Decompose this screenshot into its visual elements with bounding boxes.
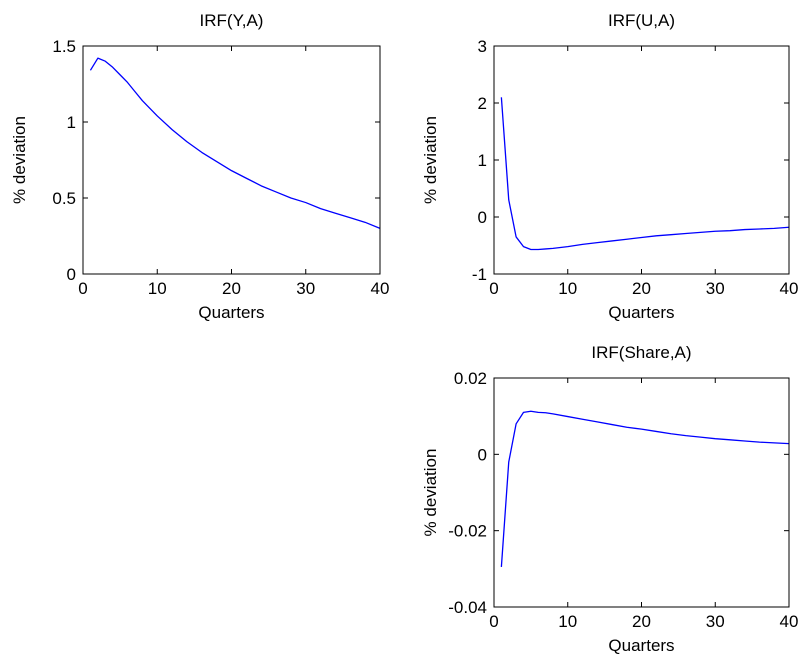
irf-y-title: IRF(Y,A) [200,11,264,30]
x-tick-label: 40 [371,279,390,298]
irf-share-series-line [500,410,790,567]
y-tick-label: 1 [478,151,487,170]
irf-u-plot-frame [493,45,790,275]
irf-y-xlabel: Quarters [198,303,264,322]
x-tick-label: 30 [296,279,315,298]
irf-u-ylabel: % deviation [421,116,440,204]
y-tick-label: 0.5 [52,189,76,208]
y-tick-label: 3 [478,37,487,56]
irf-share-xlabel: Quarters [608,636,674,655]
x-tick-label: 0 [489,279,498,298]
x-tick-label: 20 [632,279,651,298]
y-tick-label: -0.02 [448,522,487,541]
irf-share-plot-frame [493,377,790,608]
y-tick-label: 2 [478,94,487,113]
irf-share-title: IRF(Share,A) [591,343,691,362]
x-tick-label: 30 [706,279,725,298]
irf-u-xlabel: Quarters [608,303,674,322]
y-tick-label: 0 [478,208,487,227]
irf-share-panel: IRF(Share,A) % deviation Quarters 0 10 20 30 40… [421,343,798,655]
x-tick-label: 10 [148,279,167,298]
y-tick-label: 0 [478,445,487,464]
x-tick-label: 40 [780,612,799,631]
irf-y-plot-frame [82,45,381,275]
x-tick-label: 0 [489,612,498,631]
x-tick-label: 0 [78,279,87,298]
irf-share-ylabel: % deviation [421,449,440,537]
y-tick-label: 0.02 [454,369,487,388]
y-tick-label: 1.5 [52,37,76,56]
x-tick-label: 10 [558,279,577,298]
y-tick-label: -1 [472,265,487,284]
x-tick-label: 10 [558,612,577,631]
x-tick-label: 20 [222,279,241,298]
irf-u-title: IRF(U,A) [608,11,675,30]
x-tick-label: 40 [780,279,799,298]
y-tick-label: -0.04 [448,598,487,617]
x-tick-label: 30 [706,612,725,631]
irf-y-panel: IRF(Y,A) % deviation Quarters 0 10 20 30 40 0 0.5… [10,11,389,322]
irf-y-series-line [89,57,381,230]
x-tick-label: 20 [632,612,651,631]
irf-y-ylabel: % deviation [10,116,29,204]
irf-u-series-line [500,97,790,251]
y-tick-label: 1 [67,113,76,132]
y-tick-label: 0 [67,265,76,284]
